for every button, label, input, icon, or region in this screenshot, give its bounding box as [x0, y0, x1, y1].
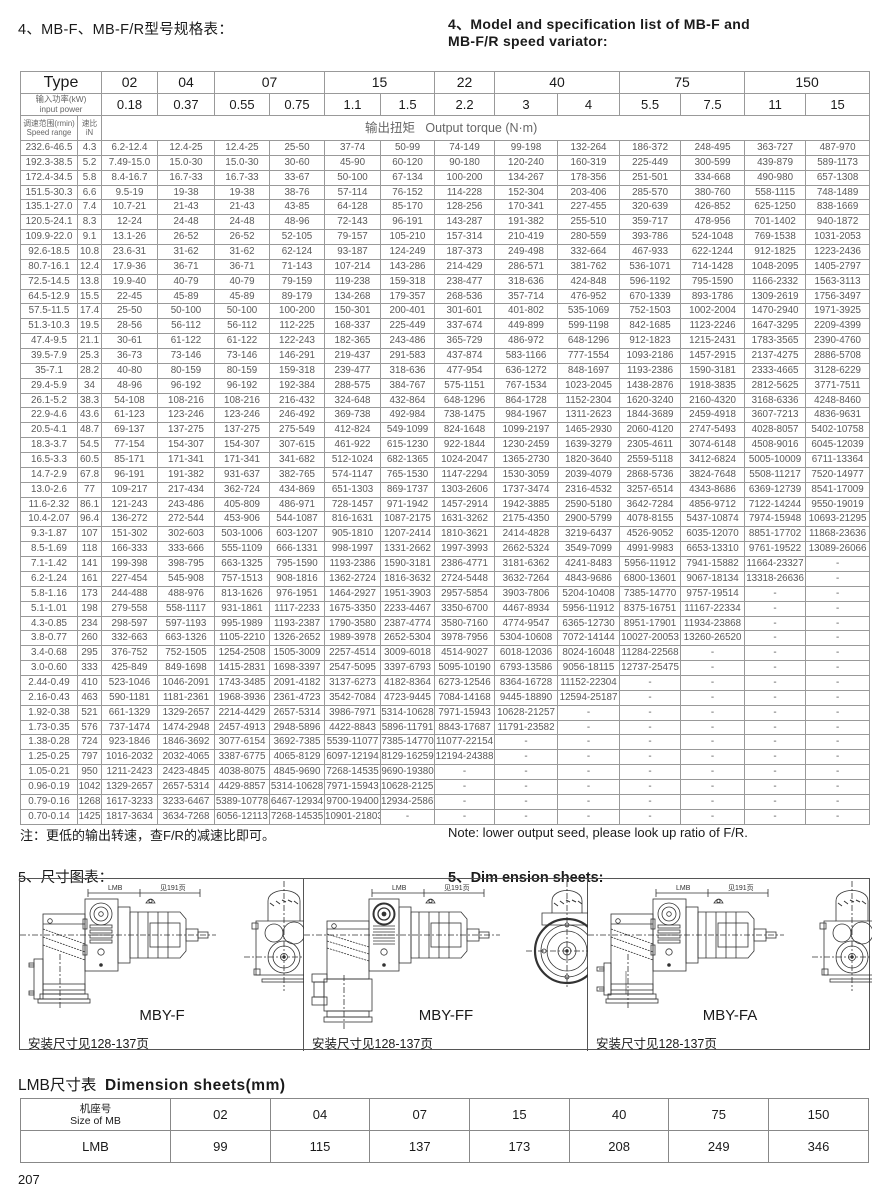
- svg-text:见191页: 见191页: [728, 884, 754, 892]
- svg-text:LMB: LMB: [676, 885, 691, 892]
- svg-text:见191页: 见191页: [160, 884, 186, 892]
- svg-text:LMB: LMB: [108, 885, 123, 892]
- svg-text:LMB: LMB: [392, 885, 407, 892]
- svg-text:见191页: 见191页: [444, 884, 470, 892]
